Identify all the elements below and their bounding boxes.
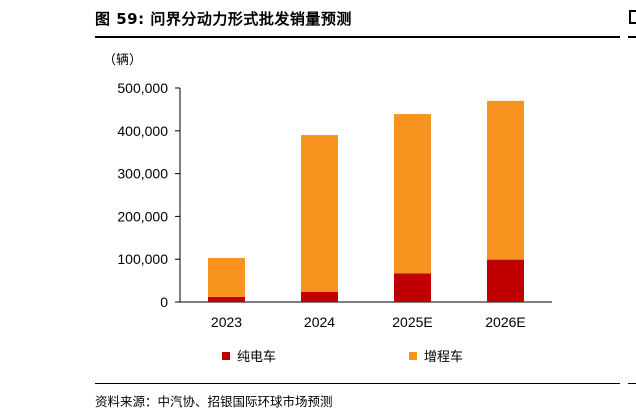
legend-label-ev: 纯电车 xyxy=(237,350,277,365)
legend-swatch-ev xyxy=(222,351,230,360)
adjacent-figure-edge-icon xyxy=(629,10,636,24)
bar-erev xyxy=(487,100,524,260)
adjacent-rule-bottom xyxy=(628,383,636,384)
y-tick-label: 200,000 xyxy=(117,208,168,224)
x-tick-label: 2025E xyxy=(392,314,432,330)
legend-swatch-erev xyxy=(409,351,417,360)
y-tick-label: 400,000 xyxy=(117,123,168,139)
y-tick-label: 0 xyxy=(160,294,168,310)
x-tick-label: 2024 xyxy=(304,314,335,330)
figure-title: 图 59: 问界分动力形式批发销量预测 xyxy=(95,10,352,28)
chart-legend: 纯电车 增程车 xyxy=(0,346,636,366)
bar-ev xyxy=(208,296,245,302)
bar-ev xyxy=(301,291,338,302)
bar-ev xyxy=(487,259,524,302)
legend-item-ev: 纯电车 xyxy=(222,346,276,365)
figure-header: 图 59: 问界分动力形式批发销量预测 xyxy=(95,0,620,34)
y-tick-label: 300,000 xyxy=(117,166,168,182)
bar-erev xyxy=(394,114,431,274)
x-tick-label: 2026E xyxy=(485,314,525,330)
legend-label-erev: 增程车 xyxy=(424,350,464,365)
bar-ev xyxy=(394,273,431,302)
legend-item-erev: 增程车 xyxy=(409,346,463,365)
y-tick-label: 100,000 xyxy=(117,251,168,267)
adjacent-rule-top xyxy=(628,36,636,38)
y-axis-unit-label: （辆） xyxy=(103,53,143,68)
bar-erev xyxy=(301,135,338,292)
x-tick-label: 2023 xyxy=(211,314,242,330)
bottom-rule xyxy=(95,383,620,384)
source-note: 资料来源：中汽协、招银国际环球市场预测 xyxy=(95,394,333,409)
title-rule xyxy=(95,36,620,38)
y-tick-label: 500,000 xyxy=(117,80,168,96)
bar-erev xyxy=(208,257,245,297)
